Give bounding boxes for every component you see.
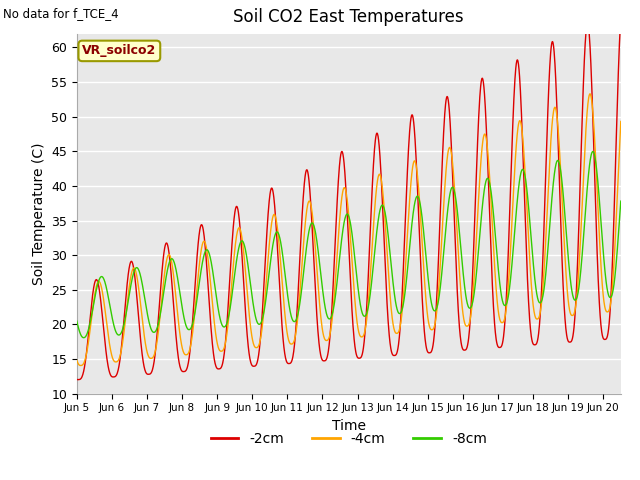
X-axis label: Time: Time [332,419,366,433]
Text: No data for f_TCE_4: No data for f_TCE_4 [3,7,119,20]
Title: Soil CO2 East Temperatures: Soil CO2 East Temperatures [234,9,464,26]
Y-axis label: Soil Temperature (C): Soil Temperature (C) [31,143,45,285]
Legend: -2cm, -4cm, -8cm: -2cm, -4cm, -8cm [205,426,493,452]
Text: VR_soilco2: VR_soilco2 [82,44,157,58]
